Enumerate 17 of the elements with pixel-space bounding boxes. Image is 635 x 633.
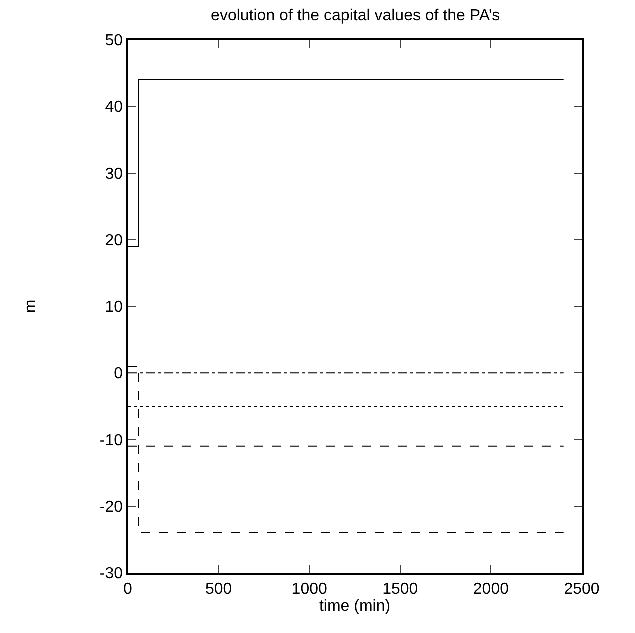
y-tick-label: 10	[105, 299, 124, 316]
y-tick-label: -10	[100, 432, 124, 450]
y-tick-label: -30	[100, 566, 124, 583]
x-tick-label: 2000	[473, 580, 510, 598]
y-tick-label: 20	[105, 232, 124, 250]
chart-title: evolution of the capital values of the PA’s	[211, 8, 500, 25]
x-tick-label: 2500	[564, 580, 600, 598]
x-axis-title: time (min)	[319, 598, 391, 615]
y-tick-label: 40	[105, 99, 124, 116]
y-tick-label: 0	[114, 366, 124, 383]
y-tick-label: -20	[100, 498, 124, 516]
x-tick-label: 500	[205, 580, 232, 598]
y-axis-title: m	[22, 300, 40, 314]
x-tick-label: 1000	[292, 580, 328, 598]
x-tick-label: 1500	[382, 580, 418, 598]
y-tick-label: 30	[105, 166, 124, 183]
y-tick-label: 50	[105, 32, 124, 50]
